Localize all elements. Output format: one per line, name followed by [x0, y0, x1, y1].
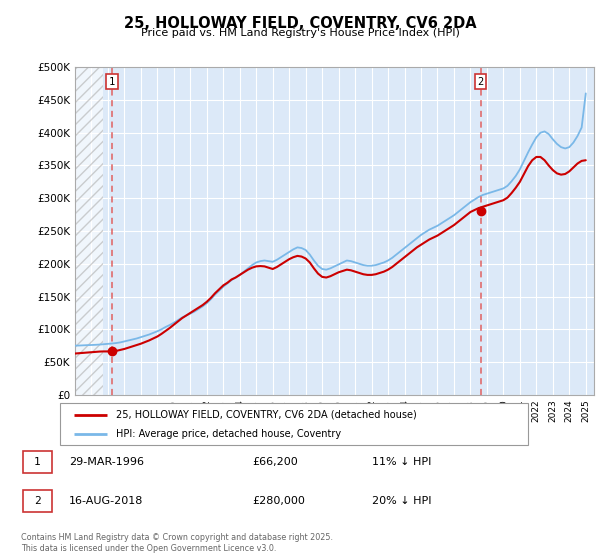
Text: Contains HM Land Registry data © Crown copyright and database right 2025.
This d: Contains HM Land Registry data © Crown c…	[21, 533, 333, 553]
Text: Price paid vs. HM Land Registry's House Price Index (HPI): Price paid vs. HM Land Registry's House …	[140, 28, 460, 38]
Text: 2: 2	[34, 496, 41, 506]
Text: 1: 1	[34, 457, 41, 467]
Text: £66,200: £66,200	[252, 457, 298, 467]
Text: 16-AUG-2018: 16-AUG-2018	[69, 496, 143, 506]
Text: HPI: Average price, detached house, Coventry: HPI: Average price, detached house, Cove…	[116, 429, 341, 439]
Text: 29-MAR-1996: 29-MAR-1996	[69, 457, 144, 467]
Text: 25, HOLLOWAY FIELD, COVENTRY, CV6 2DA: 25, HOLLOWAY FIELD, COVENTRY, CV6 2DA	[124, 16, 476, 31]
FancyBboxPatch shape	[23, 490, 52, 512]
FancyBboxPatch shape	[60, 403, 528, 445]
Text: 20% ↓ HPI: 20% ↓ HPI	[372, 496, 431, 506]
Text: 25, HOLLOWAY FIELD, COVENTRY, CV6 2DA (detached house): 25, HOLLOWAY FIELD, COVENTRY, CV6 2DA (d…	[116, 409, 417, 419]
FancyBboxPatch shape	[23, 451, 52, 473]
Text: 11% ↓ HPI: 11% ↓ HPI	[372, 457, 431, 467]
Text: £280,000: £280,000	[252, 496, 305, 506]
Text: 1: 1	[109, 77, 115, 87]
Text: 2: 2	[478, 77, 484, 87]
